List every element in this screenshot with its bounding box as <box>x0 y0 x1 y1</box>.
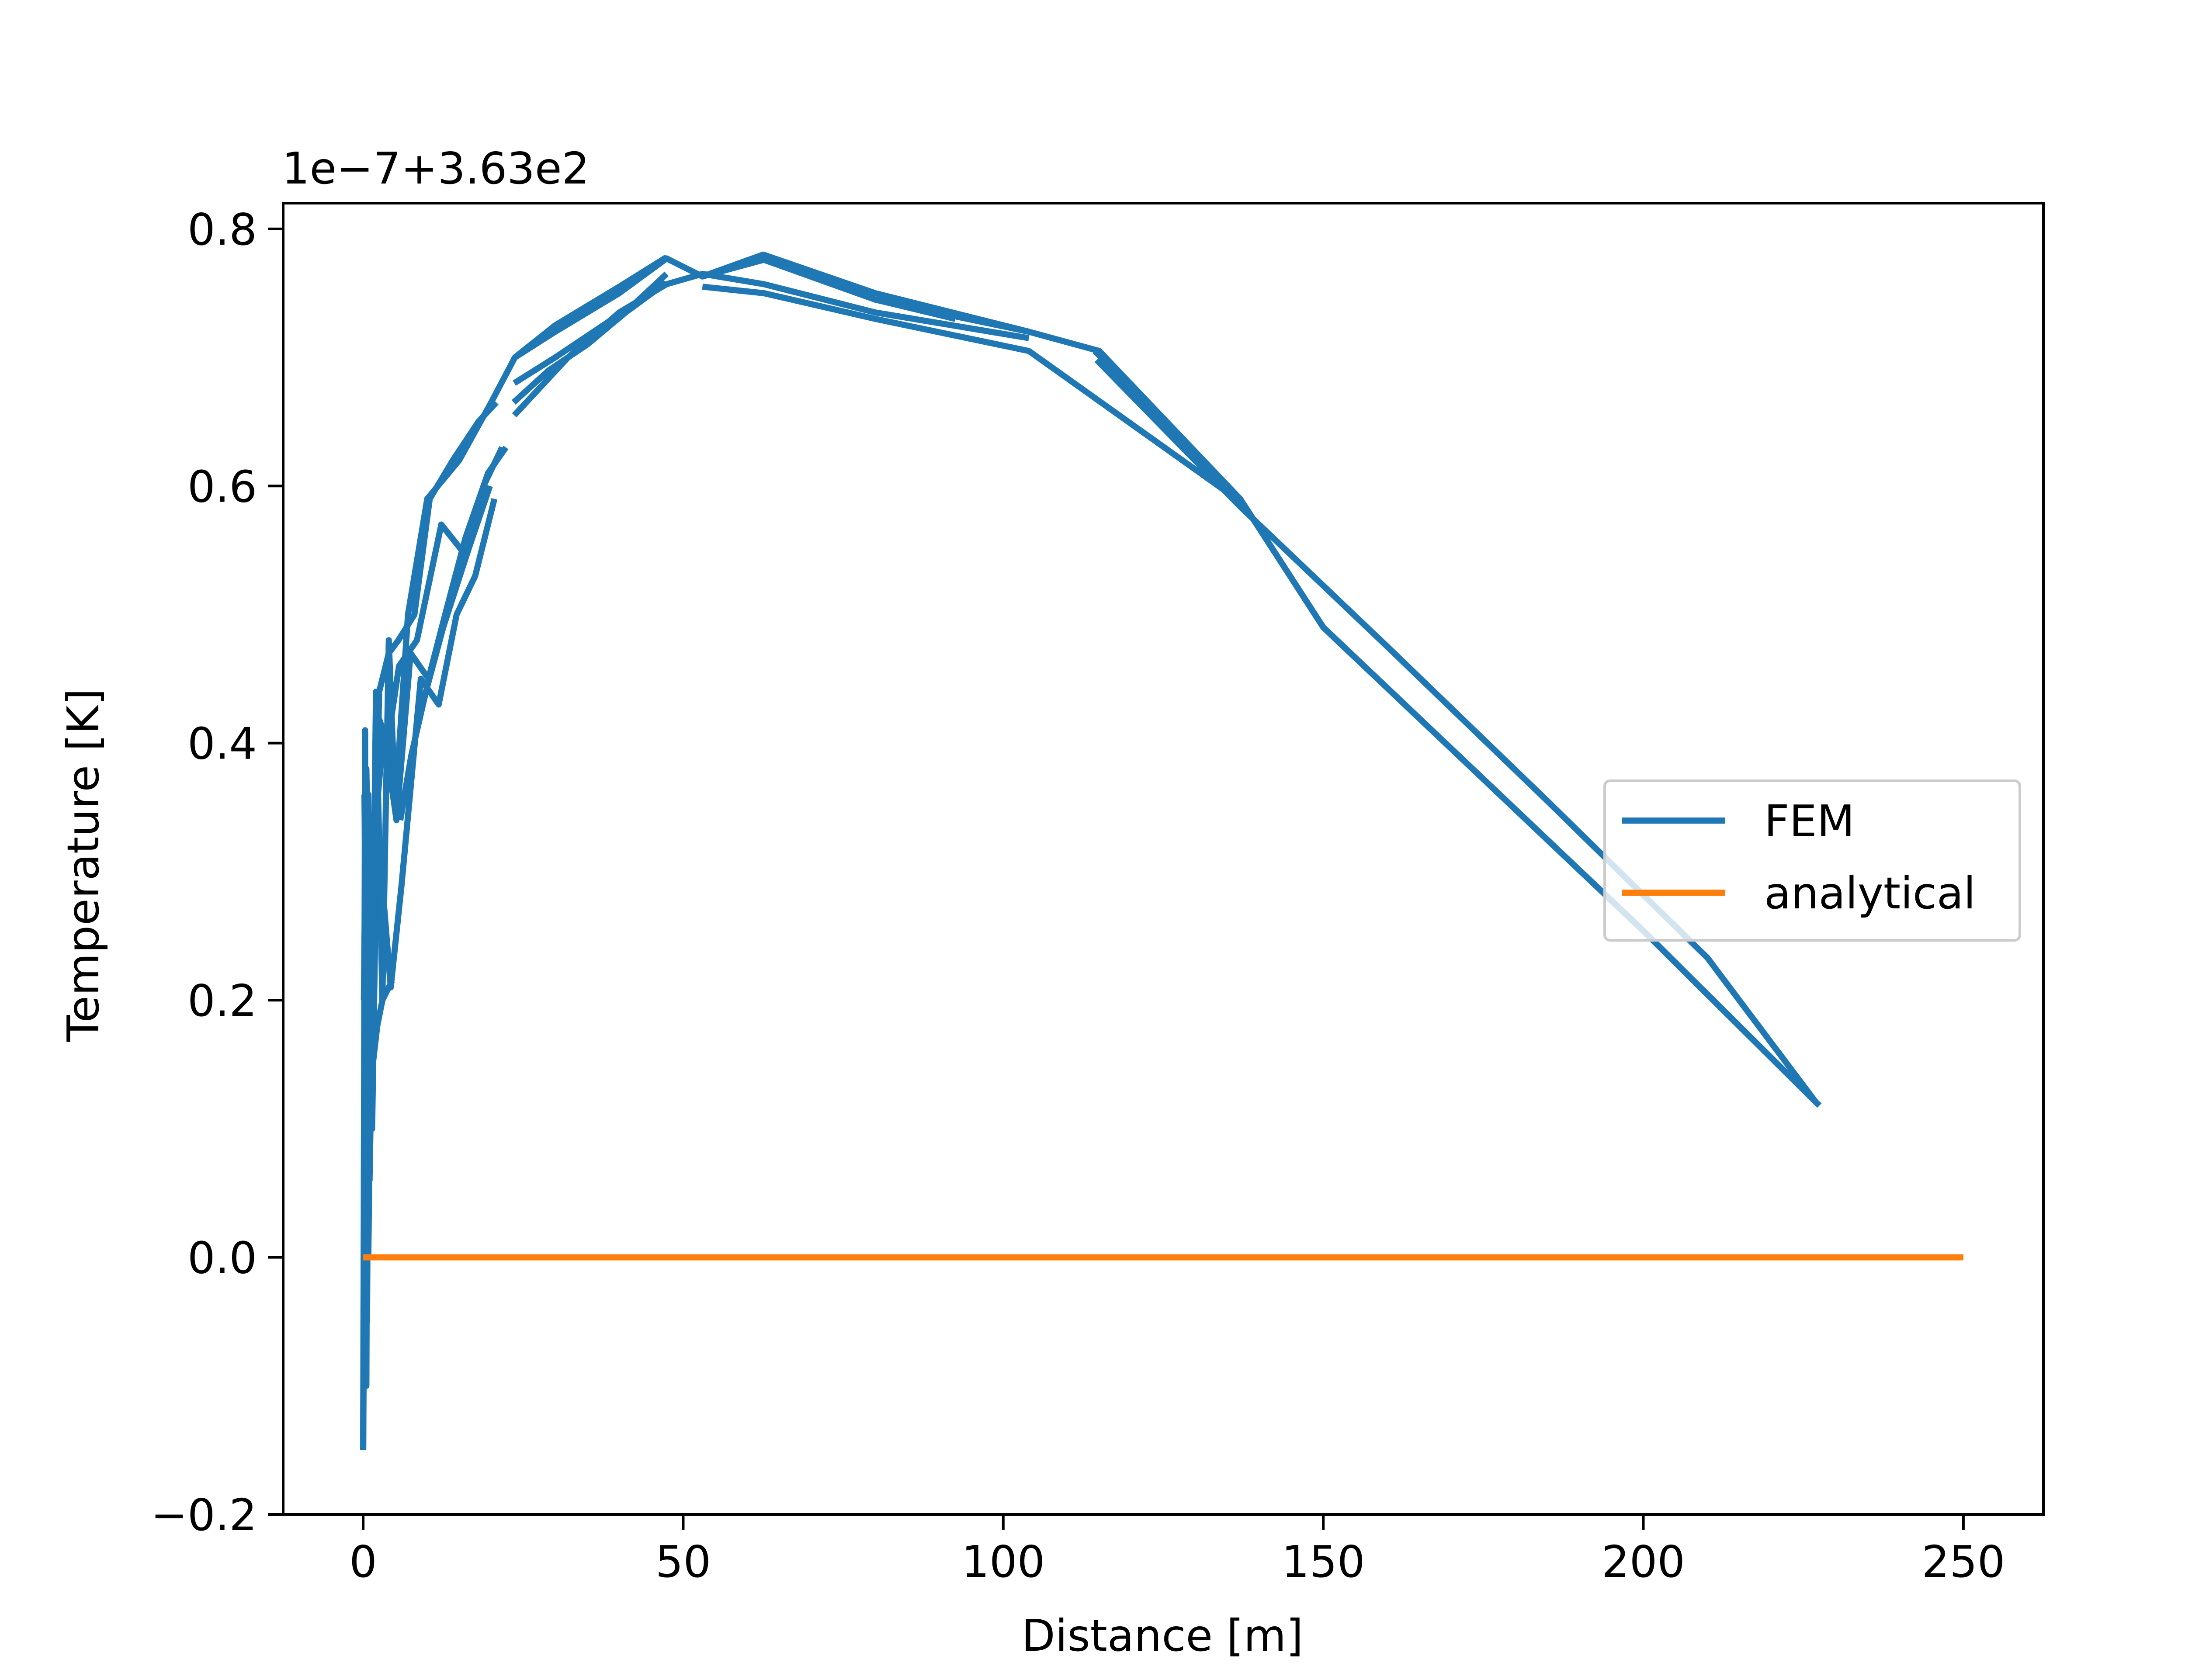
legend-label-analytical: analytical <box>1764 868 1976 919</box>
y-tick-label: −0.2 <box>151 1489 257 1541</box>
y-axis-ticks: −0.2 0.0 0.2 0.4 0.6 0.8 <box>151 204 283 1541</box>
fem-trace-5 <box>397 485 493 821</box>
y-tick-label: 0.2 <box>187 975 257 1026</box>
x-axis-label: Distance [m] <box>1022 1610 1303 1661</box>
y-tick-label: 0.4 <box>187 718 257 769</box>
x-tick-label: 0 <box>349 1536 377 1587</box>
plot-area <box>360 251 1963 1450</box>
y-tick-label: 0.8 <box>187 204 257 255</box>
y-tick-label: 0.0 <box>187 1233 257 1284</box>
x-tick-label: 200 <box>1602 1536 1685 1587</box>
fem-trace-9 <box>512 270 1030 418</box>
x-axis-ticks: 0 50 100 150 200 250 <box>349 1514 2005 1587</box>
axes-border <box>282 202 2045 1516</box>
x-tick-label: 150 <box>1282 1536 1365 1587</box>
axes-frame <box>282 202 2045 1516</box>
legend-label-fem: FEM <box>1764 796 1855 847</box>
fem-trace-12 <box>702 284 1242 504</box>
fem-trace-14 <box>1094 358 1818 1104</box>
x-tick-label: 250 <box>1921 1536 2005 1587</box>
y-axis-label: Temperature [K] <box>58 689 109 1043</box>
x-tick-label: 100 <box>961 1536 1045 1587</box>
x-tick-label: 50 <box>656 1536 711 1587</box>
series-line-fem <box>360 255 1822 1450</box>
y-tick-label: 0.6 <box>187 461 257 512</box>
legend: FEM analytical <box>1603 779 2021 942</box>
y-axis-offset-label: 1e−7+3.63e2 <box>282 143 590 194</box>
fem-trace-7 <box>513 271 669 386</box>
